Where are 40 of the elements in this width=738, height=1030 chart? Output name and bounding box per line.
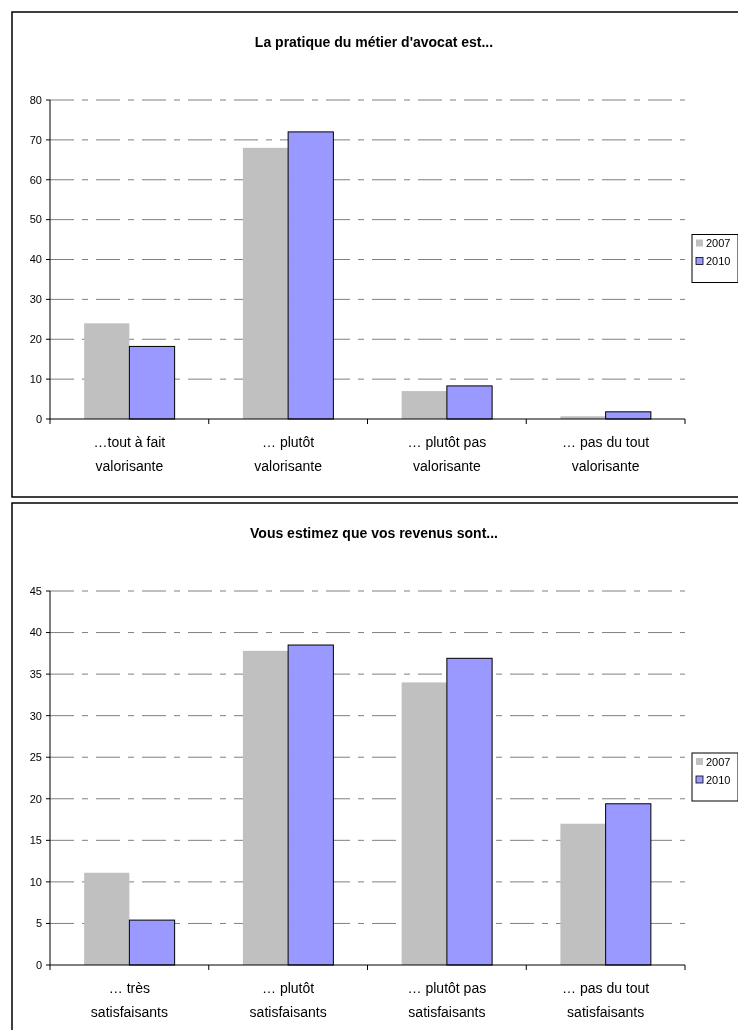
y-tick-label: 0	[35, 958, 42, 971]
legend-label: 2010	[706, 255, 731, 268]
bar	[560, 823, 606, 965]
chart-title: Vous estimez que vos revenus sont...	[250, 525, 498, 541]
x-tick-label: … plutôt pas satisfaisants	[407, 980, 487, 1020]
x-tick-label: … pas du tout valorisante	[562, 434, 650, 474]
y-tick-label: 60	[29, 173, 42, 186]
x-tick-label: … plutôt satisfaisants	[249, 980, 327, 1020]
y-tick-label: 5	[35, 917, 42, 930]
x-tick-label: … pas du tout satisfaisants	[562, 980, 650, 1020]
chart-title: La pratique du métier d'avocat est...	[254, 34, 494, 50]
legend-label: 2010	[706, 773, 731, 786]
bar	[401, 391, 447, 419]
bar	[84, 872, 130, 965]
legend-label: 2007	[706, 755, 731, 768]
x-tick-label: …tout à fait valorisante	[93, 434, 166, 474]
y-tick-label: 20	[29, 792, 42, 805]
y-tick-label: 10	[29, 372, 42, 385]
bar	[401, 682, 447, 965]
y-tick-label: 35	[29, 667, 42, 680]
x-tick-label: … plutôt valorisante	[254, 434, 323, 474]
x-tick-label: … très satisfaisants	[90, 980, 168, 1020]
y-tick-label: 15	[29, 834, 42, 847]
x-tick-label: … plutôt pas valorisante	[407, 434, 487, 474]
y-tick-label: 10	[29, 875, 42, 888]
y-tick-label: 30	[29, 709, 42, 722]
y-tick-label: 80	[29, 93, 42, 106]
legend-label: 2007	[706, 237, 731, 250]
y-tick-label: 45	[29, 584, 42, 597]
y-tick-label: 25	[29, 751, 42, 764]
y-tick-label: 40	[29, 626, 42, 639]
y-tick-label: 30	[29, 293, 42, 306]
y-tick-label: 50	[29, 213, 42, 226]
bar	[242, 147, 289, 419]
y-tick-label: 20	[29, 333, 42, 346]
bar	[84, 323, 130, 419]
y-tick-label: 0	[35, 412, 42, 425]
y-tick-label: 40	[29, 253, 42, 266]
y-tick-label: 70	[29, 133, 42, 146]
bar	[242, 650, 289, 965]
